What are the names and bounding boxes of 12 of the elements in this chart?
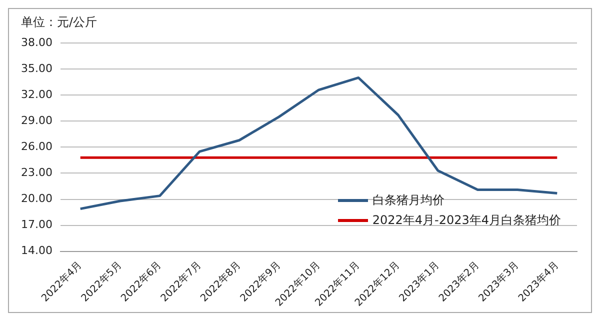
y-tick-label: 23.00	[20, 166, 52, 180]
y-tick-label: 35.00	[20, 62, 52, 75]
y-tick-label: 20.00	[20, 192, 52, 206]
y-tick-label: 26.00	[20, 140, 52, 154]
y-tick-label: 14.00	[20, 244, 52, 258]
y-tick-label: 29.00	[20, 114, 52, 127]
y-tick-label: 38.00	[20, 36, 52, 49]
legend-label: 白条猪月均价	[372, 192, 444, 209]
y-tick-label: 32.00	[20, 88, 52, 101]
legend-label: 2022年4月-2023年4月白条猪均价	[372, 212, 561, 229]
y-axis-title: 单位：元/公斤	[21, 14, 98, 31]
y-tick-label: 17.00	[20, 218, 52, 232]
